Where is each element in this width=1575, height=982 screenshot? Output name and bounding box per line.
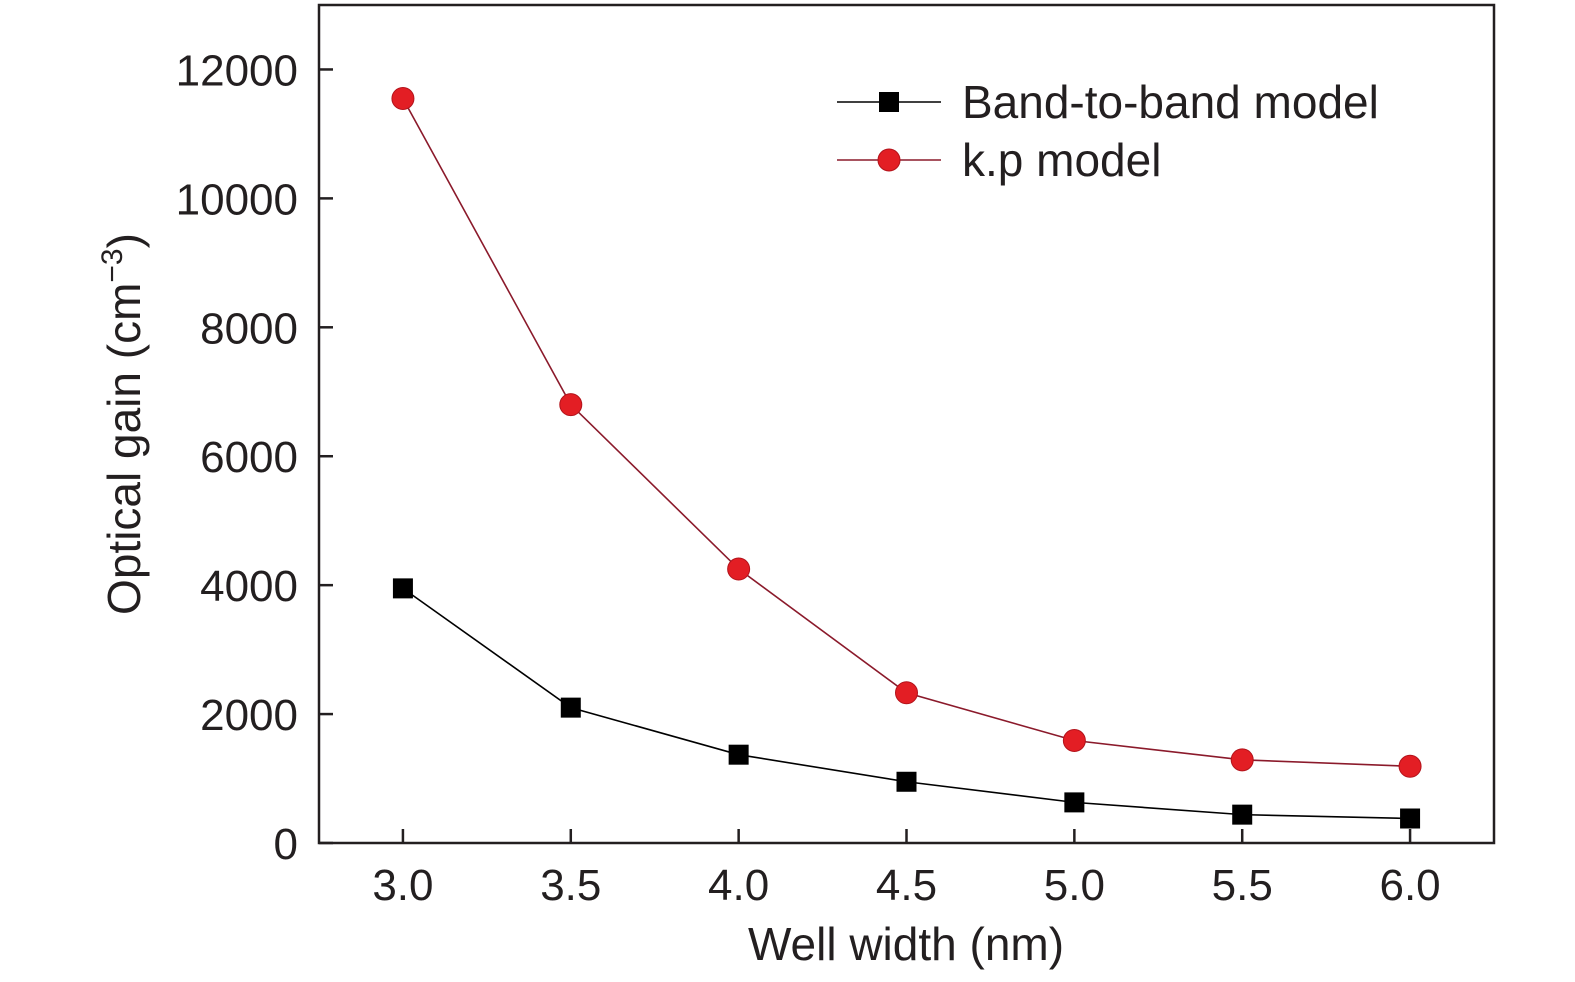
y-tick-label: 0 (274, 820, 298, 869)
x-tick-label: 4.5 (876, 861, 937, 910)
legend-item: Band-to-band model (837, 76, 1379, 128)
series-line (402, 98, 1411, 768)
x-tick-label: 3.5 (540, 861, 601, 910)
y-tick-label: 4000 (200, 562, 298, 611)
x-tick-label: 6.0 (1379, 861, 1440, 910)
x-axis: 3.0 3.5 4.0 4.5 5.0 5.5 6.0 (372, 829, 1441, 910)
legend-marker (877, 148, 901, 172)
y-axis-title-main: Optical gain (cm (98, 283, 150, 615)
y-axis-title-close: ) (98, 233, 150, 248)
series-2 (391, 86, 1422, 778)
y-tick-label: 10000 (176, 175, 298, 224)
x-tick-label: 5.5 (1212, 861, 1273, 910)
data-point (1064, 792, 1085, 813)
y-tick-label: 2000 (200, 691, 298, 740)
data-point (1232, 804, 1253, 825)
data-point (1398, 754, 1422, 778)
data-point (896, 771, 917, 792)
legend-label: Band-to-band model (962, 76, 1379, 128)
data-point (895, 681, 918, 705)
data-point (1230, 748, 1254, 772)
x-tick-label: 3.0 (372, 861, 433, 910)
y-axis: 0 2000 4000 6000 8000 10000 12000 (176, 46, 333, 869)
x-axis-title: Well width (nm) (748, 918, 1064, 970)
x-tick-label: 5.0 (1044, 861, 1105, 910)
legend-item: k.p model (837, 134, 1161, 186)
data-point (1400, 808, 1421, 829)
data-point (559, 393, 583, 417)
data-point (392, 578, 413, 599)
data-point (728, 744, 749, 765)
x-tick-label: 4.0 (708, 861, 769, 910)
series-layer (391, 86, 1422, 829)
y-axis-title-superscript: −3 (96, 248, 129, 282)
legend-marker (879, 92, 899, 112)
series-1 (392, 578, 1421, 829)
legend-label: k.p model (962, 134, 1161, 186)
plot-frame (317, 3, 1496, 845)
y-tick-label: 6000 (200, 433, 298, 482)
y-axis-title: Optical gain (cm−3) (96, 233, 150, 615)
data-point (1062, 729, 1086, 753)
data-point (560, 697, 581, 718)
y-tick-label: 12000 (176, 46, 298, 95)
y-tick-label: 8000 (200, 304, 298, 353)
data-point (391, 86, 415, 110)
data-point (727, 557, 751, 581)
legend: Band-to-band model k.p model (837, 76, 1379, 186)
